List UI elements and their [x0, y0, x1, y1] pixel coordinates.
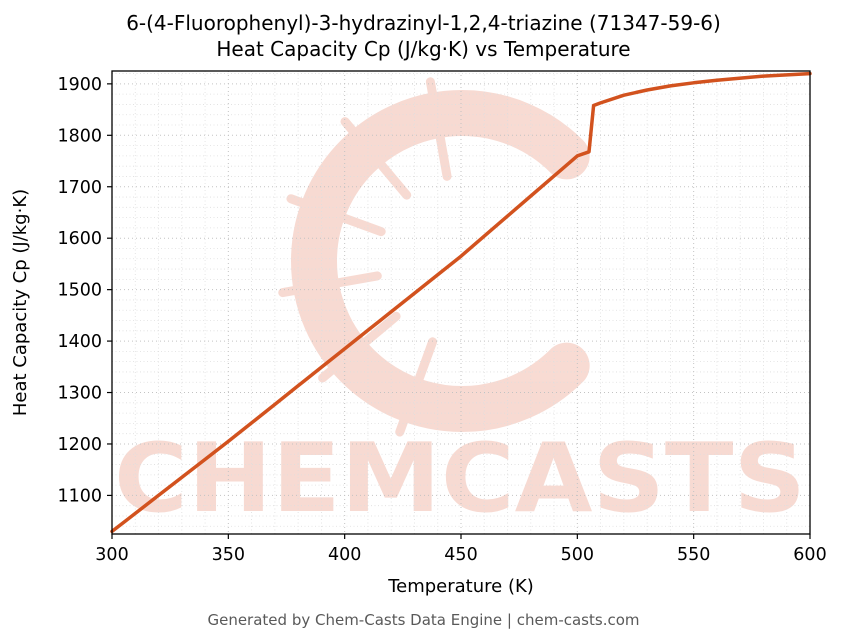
y-tick-label: 1500 — [57, 280, 102, 300]
y-tick-label: 1200 — [57, 435, 102, 455]
x-tick-label: 450 — [444, 545, 477, 565]
x-tick-label: 300 — [95, 545, 128, 565]
footer-credit: Generated by Chem-Casts Data Engine | ch… — [207, 610, 640, 629]
chart-title-line2: Heat Capacity Cp (J/kg·K) vs Temperature — [216, 37, 631, 62]
y-tick-label: 1900 — [57, 75, 102, 95]
x-tick-label: 500 — [561, 545, 594, 565]
x-tick-label: 550 — [677, 545, 710, 565]
x-tick-label: 400 — [328, 545, 361, 565]
c-ring-spoke — [286, 194, 386, 236]
y-tick-label: 1400 — [57, 332, 102, 352]
chart-background — [0, 62, 847, 609]
axis-ticks: 300 350 400 450 500 550 600 1100 1200 1300 1400 150… — [57, 75, 826, 565]
cp-vs-temperature-line-chart: CHEMCASTS 300 350 400 450 500 550 600 1100 1200 13… — [0, 62, 847, 609]
x-tick-label: 600 — [793, 545, 826, 565]
c-ring-spoke — [425, 77, 452, 181]
y-tick-label: 1100 — [57, 486, 102, 506]
cp-data-line — [110, 71, 812, 533]
y-tick-label: 1300 — [57, 383, 102, 403]
c-ring-spoke — [340, 116, 412, 200]
y-tick-label: 1800 — [57, 126, 102, 146]
c-ring-logo — [291, 89, 590, 432]
major-grid — [111, 70, 811, 534]
c-ring-spoke — [318, 311, 401, 383]
y-tick-label: 1600 — [57, 229, 102, 249]
chemcasts-watermark-text: CHEMCASTS — [114, 424, 806, 534]
x-axis-label: Temperature (K) — [387, 576, 534, 597]
y-axis-label: Heat Capacity Cp (J/kg·K) — [10, 189, 31, 416]
chart-title: 6-(4-Fluorophenyl)-3-hydrazinyl-1,2,4-tr… — [0, 0, 847, 63]
chart-title-line1: 6-(4-Fluorophenyl)-3-hydrazinyl-1,2,4-tr… — [126, 11, 721, 35]
c-ring-spoke — [278, 271, 382, 297]
c-ring-spoke — [395, 337, 438, 437]
y-tick-label: 1700 — [57, 178, 102, 198]
x-tick-label: 350 — [212, 545, 245, 565]
